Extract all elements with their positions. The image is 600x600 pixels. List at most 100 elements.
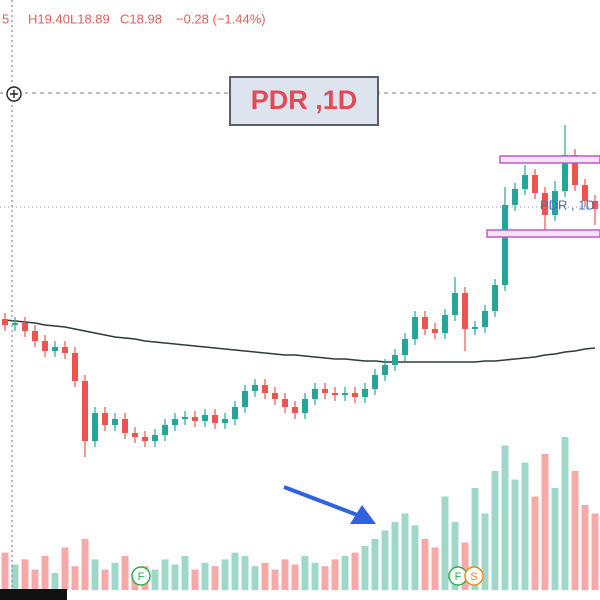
candle-body bbox=[592, 201, 598, 209]
arrow-head bbox=[350, 505, 376, 524]
volume-bar bbox=[101, 569, 109, 590]
candle-body bbox=[582, 185, 588, 201]
volume-bar bbox=[361, 545, 369, 590]
volume-bar bbox=[51, 573, 59, 590]
volume-bar bbox=[331, 559, 339, 590]
candle-body bbox=[572, 155, 578, 185]
candle-body bbox=[152, 435, 158, 441]
candle-body bbox=[62, 347, 68, 353]
candle-body bbox=[312, 389, 318, 399]
candle-body bbox=[42, 341, 48, 351]
candle-body bbox=[422, 317, 428, 329]
volume-bar bbox=[391, 522, 399, 590]
candle-body bbox=[202, 415, 208, 421]
candle-body bbox=[192, 417, 198, 421]
volume-bar bbox=[571, 471, 579, 590]
volume-bar bbox=[251, 566, 259, 590]
volume-bar bbox=[21, 559, 29, 590]
volume-bar bbox=[91, 559, 99, 590]
volume-bar bbox=[341, 556, 349, 590]
volume-bar bbox=[11, 564, 19, 590]
arrow-shaft bbox=[283, 485, 361, 518]
candle-body bbox=[402, 339, 408, 355]
candle-body bbox=[362, 389, 368, 397]
volume-bar bbox=[411, 525, 419, 590]
volume-bar bbox=[581, 505, 589, 590]
volume-bar bbox=[121, 556, 129, 590]
candle-body bbox=[442, 315, 448, 333]
candle-body bbox=[302, 399, 308, 413]
chart-title: PDR ,1D bbox=[251, 85, 358, 115]
volume-bar bbox=[31, 569, 39, 590]
volume-bar bbox=[211, 566, 219, 590]
candle-body bbox=[532, 175, 538, 193]
volume-bar bbox=[511, 479, 519, 590]
volume-bar bbox=[491, 471, 499, 590]
moving-average bbox=[4, 319, 596, 363]
volume-bar bbox=[291, 564, 299, 590]
candle-body bbox=[282, 399, 288, 407]
volume-bar bbox=[461, 542, 469, 590]
ohlc-value: C18.98 bbox=[120, 11, 162, 26]
toolbar-strip bbox=[0, 589, 67, 600]
volume-bar bbox=[481, 513, 489, 590]
event-label: S bbox=[470, 571, 477, 583]
volume-bar bbox=[351, 552, 359, 590]
candle-body bbox=[222, 419, 228, 423]
candle-body bbox=[22, 323, 28, 331]
candle-body bbox=[432, 329, 438, 333]
candle-body bbox=[562, 155, 568, 191]
candle-body bbox=[342, 393, 348, 395]
range-box-bottom bbox=[486, 229, 600, 238]
volume-bar bbox=[271, 569, 279, 590]
candle-body bbox=[92, 413, 98, 441]
candle-body bbox=[272, 393, 278, 399]
volume-bar bbox=[441, 496, 449, 590]
volume-bar bbox=[381, 530, 389, 590]
candle-body bbox=[32, 331, 38, 341]
candle-body bbox=[242, 391, 248, 407]
volume-bar bbox=[471, 488, 479, 590]
ohlc-value: 5 bbox=[2, 11, 9, 26]
candle-body bbox=[522, 175, 528, 189]
candle-body bbox=[292, 407, 298, 413]
candle-body bbox=[382, 365, 388, 375]
crosshair-icon-plus bbox=[10, 90, 18, 98]
candle-body bbox=[252, 385, 258, 391]
candle-body bbox=[372, 375, 378, 389]
ohlc-header: 5 H19.40 L18.89 C18.98 −0.28 (−1.44%) bbox=[2, 11, 266, 26]
volume-bar bbox=[241, 556, 249, 590]
candle-body bbox=[542, 193, 548, 215]
candle-body bbox=[392, 355, 398, 365]
candle-body bbox=[102, 413, 108, 425]
volume-bar bbox=[41, 556, 49, 590]
volume-bar bbox=[151, 569, 159, 590]
candle-body bbox=[352, 393, 358, 397]
volume-bar bbox=[171, 564, 179, 590]
candle-body bbox=[482, 311, 488, 327]
candle-body bbox=[232, 407, 238, 419]
candle-body bbox=[412, 317, 418, 339]
candle-body bbox=[112, 419, 118, 425]
candle-body bbox=[132, 433, 138, 437]
volume-bar bbox=[501, 445, 509, 590]
volume-bar bbox=[261, 562, 269, 590]
volume-bar bbox=[371, 539, 379, 590]
volume-bar bbox=[281, 559, 289, 590]
volume-bar bbox=[421, 539, 429, 590]
volume-bar bbox=[321, 566, 329, 590]
candle-body bbox=[492, 285, 498, 311]
candle-body bbox=[332, 393, 338, 395]
candle-body bbox=[322, 389, 328, 393]
ohlc-value: −0.28 (−1.44%) bbox=[176, 11, 266, 26]
volume-bar bbox=[1, 552, 9, 590]
series-label: PDR , 1D bbox=[540, 197, 595, 212]
volume-bar bbox=[521, 462, 529, 590]
volume-bar bbox=[591, 513, 599, 590]
volume-bar bbox=[311, 562, 319, 590]
volume-bar bbox=[531, 496, 539, 590]
volume-bar bbox=[541, 454, 549, 590]
event-label: F bbox=[455, 571, 462, 583]
candle-body bbox=[2, 319, 8, 325]
